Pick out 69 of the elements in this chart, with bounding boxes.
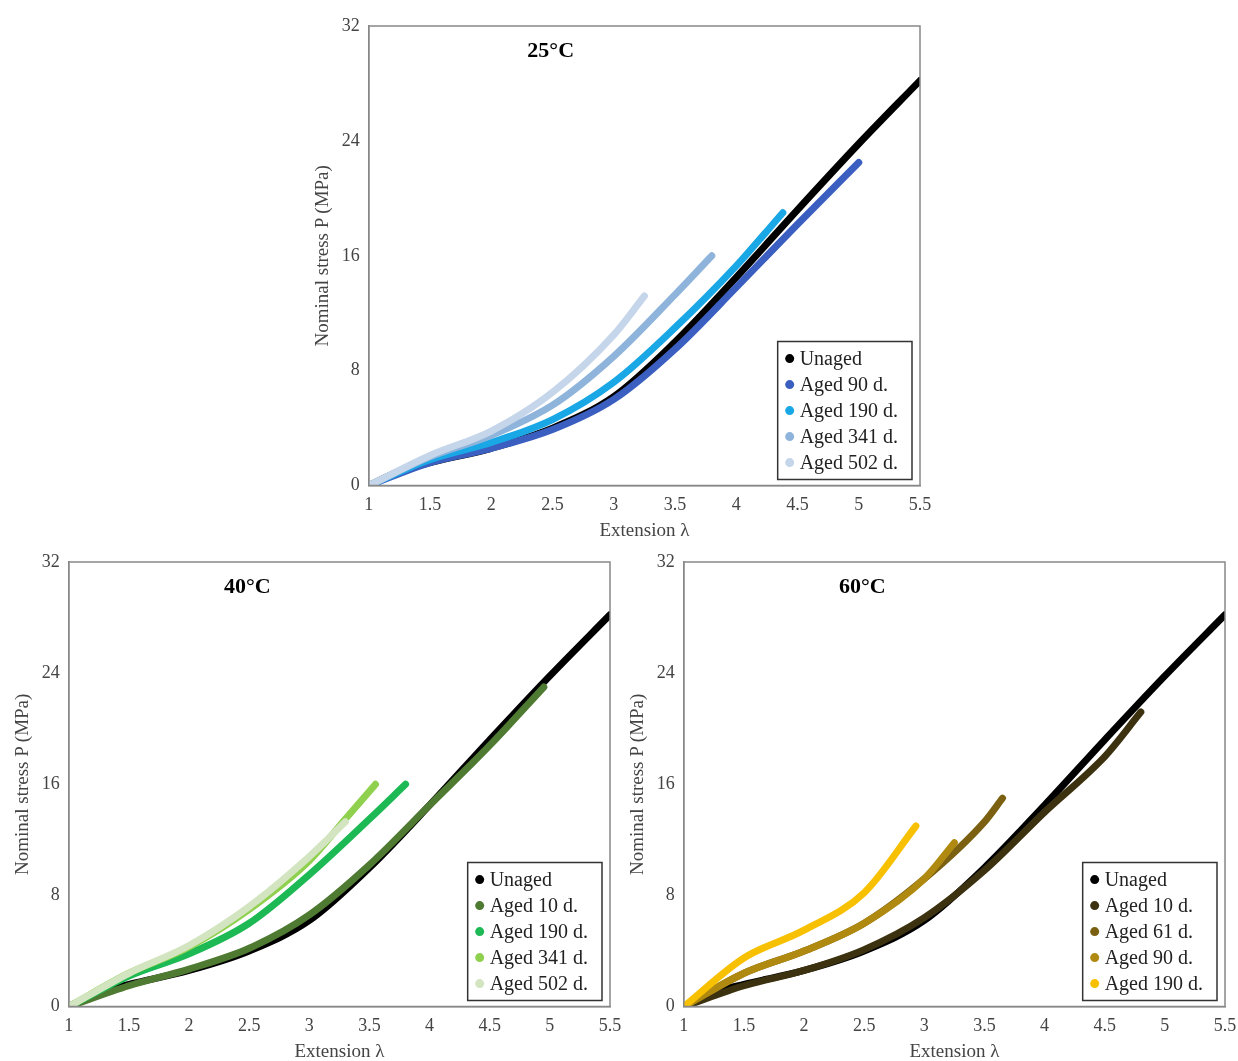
y-axis-title: Nominal stress P (MPa) bbox=[311, 165, 334, 347]
x-tick-label: 4.5 bbox=[786, 494, 809, 515]
y-tick-label: 8 bbox=[50, 884, 60, 905]
legend-label: Aged 190 d. bbox=[1104, 971, 1204, 995]
legend-label: Unaged bbox=[799, 346, 862, 370]
y-tick-label: 32 bbox=[341, 14, 360, 35]
x-axis-title: Extension λ bbox=[909, 1039, 1001, 1061]
x-tick-label: 1.5 bbox=[117, 1015, 141, 1036]
y-tick-label: 32 bbox=[656, 550, 675, 571]
x-tick-label: 5.5 bbox=[908, 494, 932, 515]
x-tick-label: 4 bbox=[731, 494, 741, 515]
legend-label: Aged 502 d. bbox=[489, 971, 589, 995]
x-tick-label: 5.5 bbox=[598, 1015, 622, 1036]
x-tick-label: 4.5 bbox=[478, 1015, 501, 1036]
x-tick-label: 5 bbox=[545, 1015, 555, 1036]
x-tick-label: 3 bbox=[609, 494, 619, 515]
x-axis-title: Extension λ bbox=[294, 1039, 386, 1061]
text: 25°C bbox=[527, 36, 575, 62]
y-tick-label: 0 bbox=[350, 474, 360, 495]
y-tick-label: 0 bbox=[665, 995, 675, 1016]
legend-label: Aged 190 d. bbox=[799, 398, 899, 422]
x-tick-label: 2 bbox=[486, 494, 496, 515]
x-tick-label: 4.5 bbox=[1093, 1015, 1116, 1036]
x-tick-label: 1.5 bbox=[732, 1015, 756, 1036]
x-tick-label: 3.5 bbox=[358, 1015, 381, 1036]
legend-label: Aged 90 d. bbox=[799, 372, 889, 396]
y-tick-label: 16 bbox=[41, 773, 60, 794]
y-tick-label: 16 bbox=[656, 773, 675, 794]
legend-label: Unaged bbox=[1104, 867, 1167, 891]
y-tick-label: 16 bbox=[341, 244, 360, 265]
x-axis-title: Extension λ bbox=[599, 518, 691, 540]
legend-label: Aged 90 d. bbox=[1104, 945, 1194, 969]
legend-label: Aged 502 d. bbox=[799, 450, 899, 474]
legend-label: Aged 341 d. bbox=[489, 945, 589, 969]
legend-label: Aged 61 d. bbox=[1104, 919, 1194, 943]
x-tick-label: 2.5 bbox=[237, 1015, 261, 1036]
legend-label: Aged 341 d. bbox=[799, 424, 899, 448]
x-tick-label: 2.5 bbox=[541, 494, 564, 515]
x-tick-label: 4 bbox=[1040, 1015, 1050, 1036]
text: 60°C bbox=[839, 572, 886, 598]
legend-label: Aged 190 d. bbox=[489, 919, 589, 943]
x-tick-label: 3 bbox=[919, 1015, 929, 1036]
x-tick-label: 3 bbox=[304, 1015, 314, 1036]
legend-label: Aged 10 d. bbox=[489, 893, 579, 917]
y-tick-label: 8 bbox=[665, 884, 675, 905]
x-tick-label: 5.5 bbox=[1213, 1015, 1237, 1036]
x-tick-label: 1 bbox=[679, 1015, 689, 1036]
x-tick-label: 2 bbox=[799, 1015, 809, 1036]
legend-label: Aged 10 d. bbox=[1104, 893, 1194, 917]
x-tick-label: 3.5 bbox=[663, 494, 687, 515]
x-tick-label: 1 bbox=[364, 494, 374, 515]
x-tick-label: 1.5 bbox=[418, 494, 442, 515]
x-tick-label: 2.5 bbox=[852, 1015, 876, 1036]
y-tick-label: 0 bbox=[50, 995, 60, 1016]
x-tick-label: 5 bbox=[1160, 1015, 1170, 1036]
x-tick-label: 4 bbox=[425, 1015, 435, 1036]
legend-label: Unaged bbox=[489, 867, 552, 891]
y-tick-label: 24 bbox=[341, 129, 360, 150]
x-tick-label: 5 bbox=[854, 494, 864, 515]
y-axis-title: Nominal stress P (MPa) bbox=[626, 693, 649, 875]
x-tick-label: 3.5 bbox=[973, 1015, 996, 1036]
x-tick-label: 1 bbox=[64, 1015, 74, 1036]
y-axis-title: Nominal stress P (MPa) bbox=[11, 693, 34, 875]
y-tick-label: 8 bbox=[350, 359, 360, 380]
y-tick-label: 24 bbox=[656, 661, 675, 682]
y-tick-label: 24 bbox=[41, 661, 60, 682]
y-tick-label: 32 bbox=[41, 550, 60, 571]
text: 40°C bbox=[224, 572, 271, 598]
x-tick-label: 2 bbox=[184, 1015, 194, 1036]
